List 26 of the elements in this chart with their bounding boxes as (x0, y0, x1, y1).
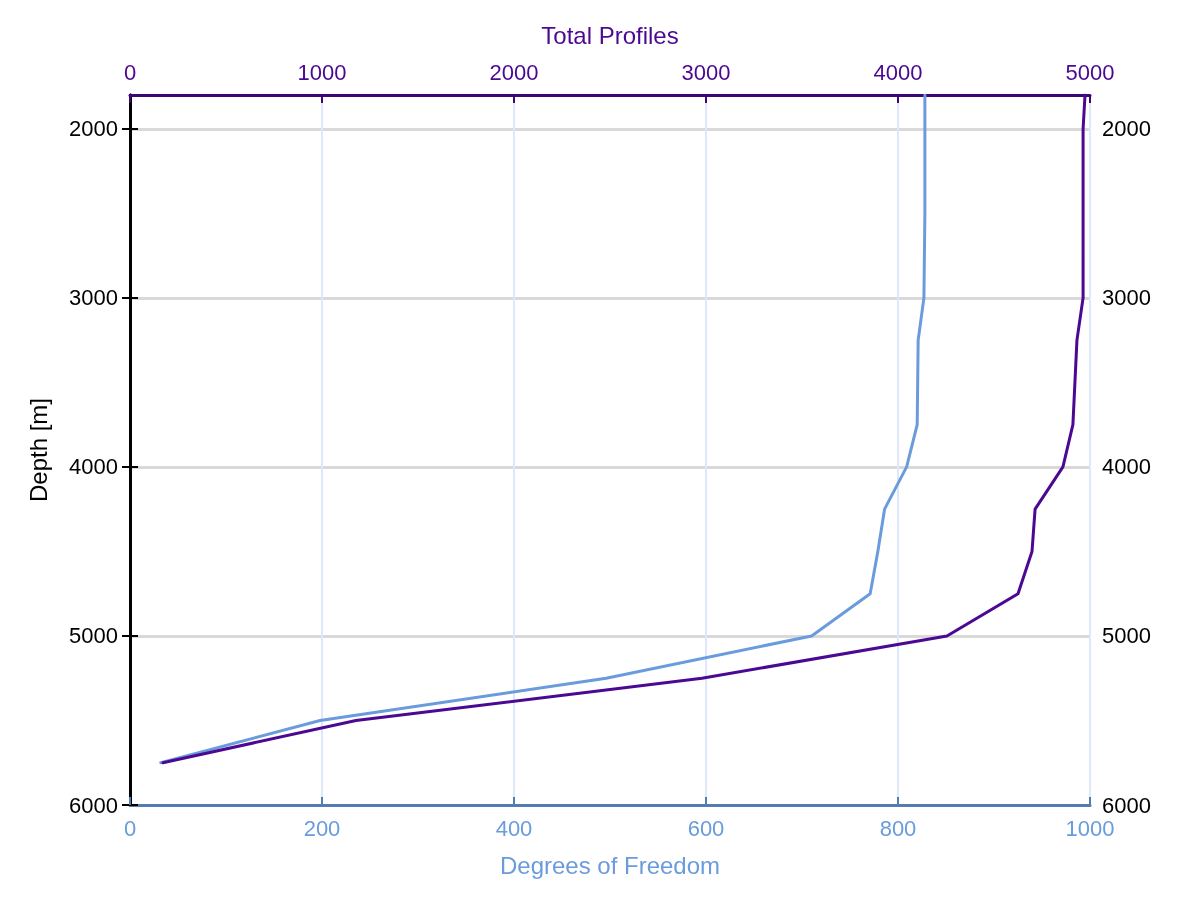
x-tick-label: 200 (303, 815, 341, 841)
x2-tick-label: 2000 (489, 59, 539, 85)
x-tick-label: 0 (123, 815, 137, 841)
y2-tick-label: 3000 (1102, 285, 1151, 311)
x-tick-label: 1000 (1065, 815, 1115, 841)
y2-tick-label: 6000 (1102, 792, 1151, 818)
x-axis-title: Degrees of Freedom (499, 851, 721, 879)
x2-tick-label: 1000 (297, 59, 347, 85)
y-tick-label: 5000 (69, 623, 118, 649)
x-tick-label: 800 (879, 815, 917, 841)
x2-tick-label: 4000 (873, 59, 923, 85)
y-tick-label: 3000 (69, 285, 118, 311)
y-tick-label: 6000 (69, 792, 118, 818)
y2-tick-label: 4000 (1102, 454, 1151, 480)
x-tick-label: 400 (495, 815, 533, 841)
x-tick-label: 600 (687, 815, 725, 841)
x2-tick-label: 5000 (1065, 59, 1115, 85)
y-tick-label: 4000 (69, 454, 118, 480)
x2-tick-label: 0 (123, 59, 137, 85)
y2-tick-label: 5000 (1102, 623, 1151, 649)
line-series (159, 93, 927, 765)
x2-axis-title: Total Profiles (541, 21, 679, 49)
x2-tick-label: 3000 (681, 59, 731, 85)
y-tick-label: 2000 (69, 116, 118, 142)
y-axis-title: Depth [m] (24, 397, 52, 503)
y2-tick-label: 2000 (1102, 116, 1151, 142)
